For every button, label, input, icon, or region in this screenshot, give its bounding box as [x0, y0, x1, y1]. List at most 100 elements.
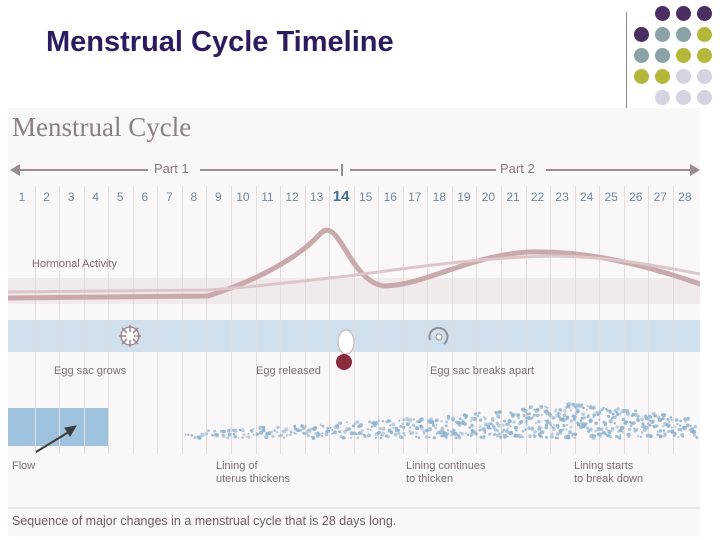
lining-dot [347, 427, 351, 431]
flow-arrow [35, 425, 77, 453]
lining-dot [653, 414, 657, 418]
decorative-dot [655, 69, 670, 84]
lining-dot [240, 428, 245, 433]
lining-dot [412, 418, 415, 421]
lining-dot [639, 435, 643, 438]
lining-dot [415, 432, 418, 435]
day-gridline [353, 186, 355, 454]
lining-dot [204, 432, 208, 436]
decorative-dot [697, 69, 712, 84]
day-number: 8 [190, 190, 198, 204]
lining-dot [656, 433, 660, 437]
lining-dot [648, 415, 653, 419]
day-gridline [451, 186, 453, 454]
lining-dot [608, 419, 613, 424]
lining-dot [537, 414, 540, 417]
lining-dot [590, 406, 594, 410]
day-number: 14 [332, 188, 350, 205]
day-number: 15 [359, 190, 373, 204]
lining-dot [452, 428, 456, 433]
lining-dot [300, 424, 304, 428]
lining-dot [496, 429, 500, 433]
lining-dot [669, 416, 673, 419]
lining-dot [674, 433, 677, 436]
lining-dot [374, 432, 379, 437]
lining-dot [604, 433, 607, 436]
lining-dot [661, 413, 665, 417]
lining-dot [506, 422, 510, 427]
lining-dot [633, 412, 638, 417]
lining-dot [289, 433, 292, 436]
lining-dot [527, 426, 531, 431]
lining-dot [380, 434, 383, 437]
lining-dot [621, 417, 625, 422]
lining-dot [663, 421, 667, 426]
day-gridline [181, 186, 183, 454]
day-number: 2 [43, 190, 50, 204]
lining-dot [377, 419, 381, 423]
lining-dot [605, 427, 609, 431]
lining-dot [551, 416, 555, 420]
lining-dot [440, 427, 445, 432]
lining-dot [252, 433, 255, 436]
lining-dot [378, 426, 383, 431]
lining-dot [581, 412, 585, 417]
lining-dot [550, 435, 554, 439]
day-gridline [206, 186, 208, 454]
lining-dot [410, 431, 415, 435]
lining-dot [536, 408, 540, 412]
day-gridline [132, 186, 134, 454]
day-number: 3 [67, 190, 75, 204]
lining-dot [326, 429, 331, 434]
lining-dot [289, 430, 293, 434]
lining-dot [250, 430, 254, 433]
lining-dot [528, 407, 531, 410]
lining-dot [599, 427, 604, 431]
lining-dot [666, 423, 671, 428]
lining-dot [465, 415, 468, 418]
lining-dot [306, 429, 310, 433]
lining-dot [613, 422, 616, 425]
lining-dot [479, 435, 483, 439]
lining-dot [461, 421, 466, 426]
day-number: 5 [116, 190, 124, 204]
lining-dot [252, 428, 255, 431]
lining-dot [389, 430, 394, 435]
lining-dot [621, 426, 625, 430]
lining-dot [392, 426, 395, 429]
lining-dot [302, 432, 306, 435]
lining-dot [651, 419, 656, 423]
lining-dot [506, 427, 509, 430]
lining-dot [556, 411, 560, 415]
lining-dot [586, 426, 589, 430]
lining-dot [222, 434, 226, 438]
day-gridline [648, 186, 650, 454]
lining-dot [659, 434, 662, 437]
lining-dot [640, 431, 644, 434]
lining-dot [319, 423, 322, 426]
day-gridline [329, 186, 331, 454]
lining-dot [440, 420, 443, 423]
lining-dot [271, 434, 275, 438]
decorative-dot [655, 27, 670, 42]
lining-dot [513, 426, 518, 430]
lining-dot [555, 424, 560, 428]
lining-dot [592, 416, 595, 419]
lining-dot [658, 429, 663, 433]
lining-dot [591, 435, 596, 440]
lining-dot [615, 434, 618, 438]
lining-dot [641, 422, 645, 426]
lining-dot [534, 421, 538, 425]
lining-dot [435, 423, 438, 427]
day-gridline [83, 186, 85, 454]
lining-dot [470, 423, 474, 428]
decorative-dot [634, 48, 649, 63]
lining-dot [634, 427, 639, 432]
lining-dot [579, 419, 583, 422]
lining-dot [324, 432, 329, 437]
lining-dot [615, 425, 619, 429]
lining-dot [258, 425, 263, 430]
lining-dot [506, 435, 509, 438]
part2-arrow-right-head [690, 164, 700, 176]
lining-dot [491, 424, 495, 428]
